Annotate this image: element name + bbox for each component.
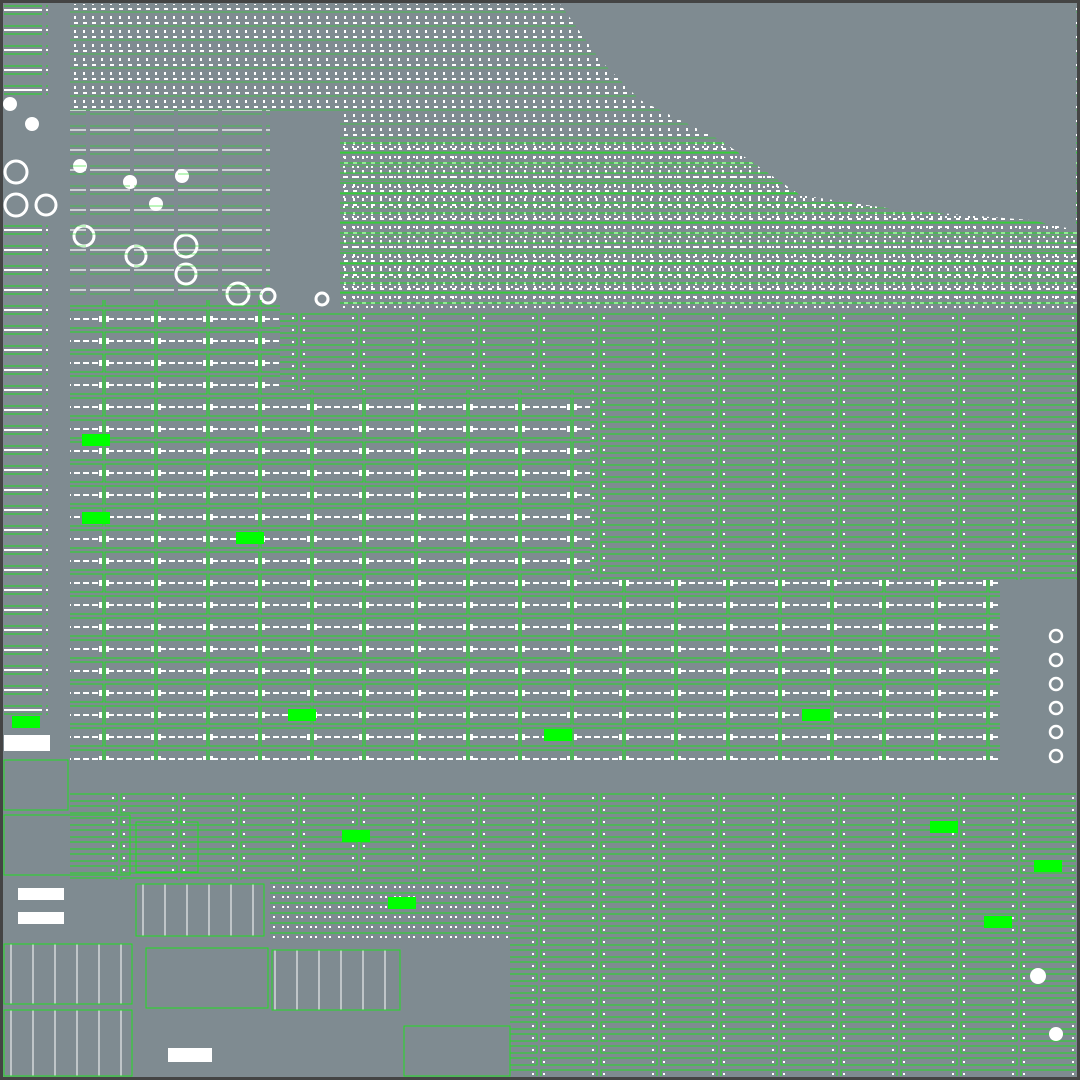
uv-block (4, 735, 50, 751)
uv-fine-area (70, 4, 340, 114)
uv-block (168, 1048, 212, 1062)
uv-circle (1048, 748, 1064, 764)
uv-circle (1048, 700, 1064, 716)
highlight (288, 709, 316, 721)
highlight (984, 916, 1012, 928)
uv-block (18, 888, 64, 900)
uv-dot (3, 97, 17, 111)
highlight (544, 729, 572, 741)
highlight (236, 532, 264, 544)
uv-dot (25, 117, 39, 131)
uv-panel (3, 943, 133, 1005)
highlight (342, 830, 370, 842)
uv-panel (145, 947, 269, 1009)
uv-strip (4, 4, 48, 100)
uv-block (18, 912, 64, 924)
highlight (82, 512, 110, 524)
highlights (12, 434, 1062, 928)
uv-long-area (280, 310, 1080, 390)
uv-panel (271, 949, 401, 1011)
uv-dot (1030, 968, 1046, 984)
uv-panel (3, 1009, 133, 1077)
highlight (1034, 860, 1062, 872)
uv-strip (4, 220, 48, 720)
uv-grid (590, 580, 1000, 760)
highlight (802, 709, 830, 721)
highlight (82, 434, 110, 446)
uv-circle (1048, 652, 1064, 668)
highlight (930, 821, 958, 833)
uv-circle (314, 291, 330, 307)
uv-strip (70, 110, 270, 300)
uv-panel (3, 759, 69, 811)
uv-circle (34, 193, 58, 217)
uv-long-area (590, 390, 1080, 580)
uv-long-area (70, 790, 1076, 880)
uv-circle (1048, 628, 1064, 644)
uv-circle (3, 192, 29, 218)
uv-dot (1049, 1027, 1063, 1041)
uv-long-area (510, 880, 1076, 1076)
uv-panel (403, 1025, 511, 1077)
highlight (388, 897, 416, 909)
uv-fine-area (270, 880, 510, 940)
highlight (12, 716, 40, 728)
uv-circle (1048, 676, 1064, 692)
uv-circles (1048, 628, 1064, 764)
uv-grid (280, 390, 590, 760)
uv-grid (70, 300, 280, 760)
uv-panel (135, 883, 265, 937)
uv-circle (3, 159, 29, 185)
empty-area (560, 4, 1076, 230)
uv-circle (1048, 724, 1064, 740)
